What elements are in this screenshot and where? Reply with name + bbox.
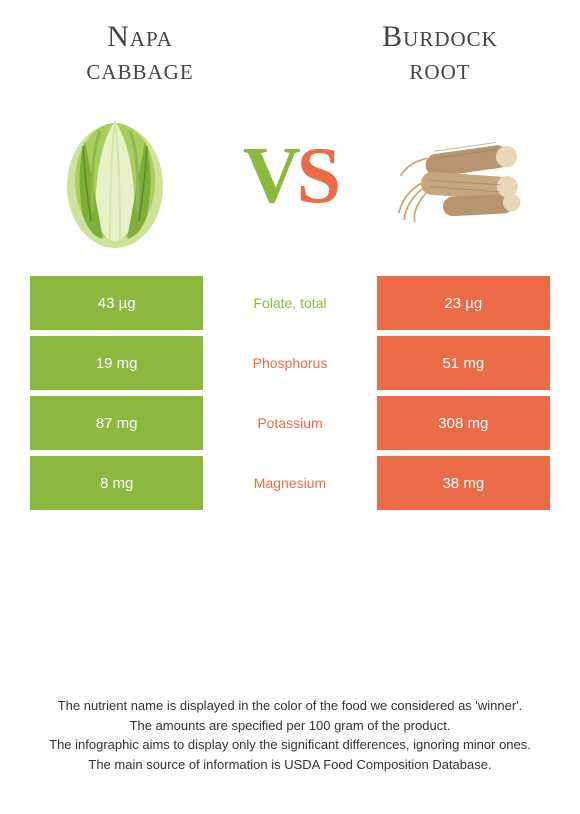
nutrient-label: Folate, total: [203, 276, 376, 330]
left-food-image: [40, 96, 190, 256]
left-value-cell: 87 mg: [30, 396, 203, 450]
left-value-cell: 8 mg: [30, 456, 203, 510]
nutrient-label: Phosphorus: [203, 336, 376, 390]
vs-label: VS: [243, 131, 337, 222]
left-title-line1: Napa: [107, 20, 173, 53]
right-title-line1: Burdock: [382, 20, 498, 53]
burdock-root-icon: [390, 116, 540, 236]
footer-notes: The nutrient name is displayed in the co…: [0, 696, 580, 774]
right-value-cell: 308 mg: [377, 396, 550, 450]
table-row: 87 mgPotassium308 mg: [30, 396, 550, 450]
napa-cabbage-icon: [55, 101, 175, 251]
comparison-table: 43 µgFolate, total23 µg 19 mgPhosphorus51…: [0, 276, 580, 510]
nutrient-label: Magnesium: [203, 456, 376, 510]
nutrient-label: Potassium: [203, 396, 376, 450]
right-food-image: [390, 96, 540, 256]
left-food-title: Napa cabbage: [40, 20, 240, 86]
table-row: 8 mgMagnesium38 mg: [30, 456, 550, 510]
vs-s: S: [297, 132, 338, 220]
left-value-cell: 19 mg: [30, 336, 203, 390]
left-title-line2: cabbage: [86, 53, 193, 86]
right-value-cell: 51 mg: [377, 336, 550, 390]
right-value-cell: 38 mg: [377, 456, 550, 510]
table-row: 19 mgPhosphorus51 mg: [30, 336, 550, 390]
footer-line: The main source of information is USDA F…: [30, 755, 550, 775]
footer-line: The nutrient name is displayed in the co…: [30, 696, 550, 716]
right-value-cell: 23 µg: [377, 276, 550, 330]
header: Napa cabbage Burdock root: [0, 0, 580, 86]
vs-v: V: [243, 132, 297, 220]
right-food-title: Burdock root: [340, 20, 540, 86]
hero-row: VS: [0, 86, 580, 276]
right-title-line2: root: [409, 53, 470, 86]
footer-line: The amounts are specified per 100 gram o…: [30, 716, 550, 736]
table-row: 43 µgFolate, total23 µg: [30, 276, 550, 330]
footer-line: The infographic aims to display only the…: [30, 735, 550, 755]
left-value-cell: 43 µg: [30, 276, 203, 330]
